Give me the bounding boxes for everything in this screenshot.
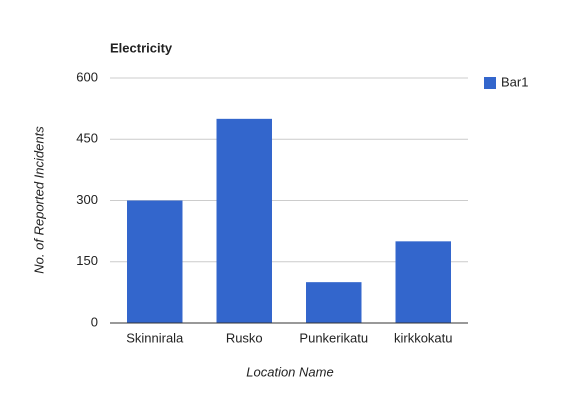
- bar: [395, 241, 451, 323]
- y-tick-label: 0: [91, 314, 98, 329]
- chart-title: Electricity: [110, 40, 173, 55]
- y-axis-label: No. of Reported Incidents: [31, 126, 46, 274]
- x-tick-label: kirkkokatu: [394, 330, 453, 345]
- x-tick-label: Skinnirala: [126, 330, 184, 345]
- x-tick-label: Punkerikatu: [299, 330, 368, 345]
- x-tick-label: Rusko: [226, 330, 263, 345]
- bar: [127, 200, 183, 323]
- legend-swatch: [484, 77, 496, 89]
- x-axis-label: Location Name: [246, 364, 333, 379]
- y-tick-label: 150: [76, 253, 98, 268]
- legend-label: Bar1: [501, 74, 528, 89]
- bar: [306, 282, 362, 323]
- y-tick-label: 450: [76, 131, 98, 146]
- bar: [216, 118, 272, 323]
- y-tick-label: 600: [76, 69, 98, 84]
- y-tick-label: 300: [76, 192, 98, 207]
